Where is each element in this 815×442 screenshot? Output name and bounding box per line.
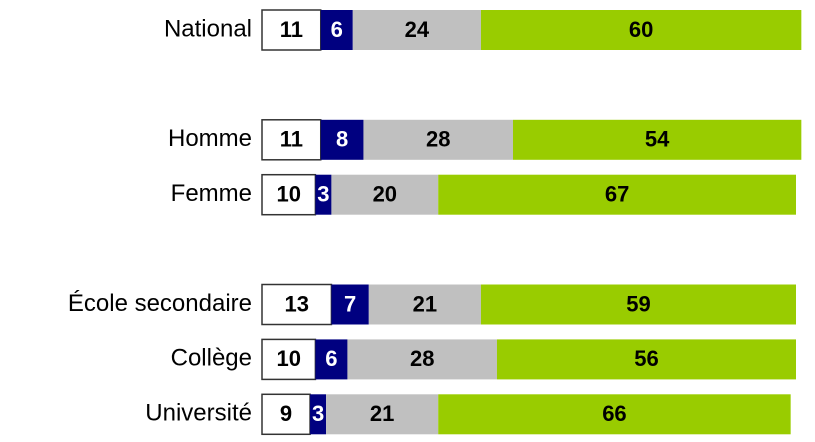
category-label: National: [164, 15, 252, 42]
category-label: Université: [145, 400, 252, 427]
value-label: 6: [331, 17, 343, 42]
value-label: 3: [317, 182, 329, 207]
bar-segment: [438, 394, 791, 435]
bar-segment: [310, 394, 327, 435]
bar-segment: [320, 10, 353, 50]
value-label: 8: [336, 127, 348, 152]
category-label: École secondaire: [68, 290, 252, 317]
bar-segment: [331, 174, 439, 215]
bar-segment: [261, 283, 333, 326]
value-label: 3: [312, 401, 324, 426]
bar-segment: [480, 284, 796, 325]
value-label: 20: [373, 182, 397, 207]
bar-segment: [261, 9, 322, 51]
value-label: 67: [605, 182, 629, 207]
bar-segment: [480, 10, 802, 50]
category-label: Femme: [171, 180, 252, 207]
value-label: 21: [413, 291, 437, 316]
bar-segment: [438, 174, 796, 215]
value-label: 28: [426, 127, 450, 152]
bar-segment: [326, 394, 439, 435]
value-label: 6: [325, 346, 337, 371]
bar-segment: [315, 339, 348, 380]
bar-segment: [368, 284, 481, 325]
bar-segment: [261, 338, 317, 381]
value-label: 9: [280, 401, 292, 426]
bar-segment: [363, 119, 513, 160]
category-label: Homme: [168, 125, 252, 152]
value-label: 28: [410, 346, 434, 371]
value-label: 13: [284, 291, 308, 316]
value-label: 7: [344, 291, 356, 316]
value-label: 10: [276, 346, 300, 371]
bar-segment: [496, 339, 796, 380]
bar-segment: [261, 119, 322, 161]
bar-segment: [315, 174, 332, 215]
bar-segment: [512, 119, 802, 160]
value-label: 54: [645, 127, 670, 152]
bar-segment: [347, 339, 497, 380]
value-label: 60: [629, 17, 653, 42]
value-label: 56: [634, 346, 658, 371]
value-label: 24: [405, 17, 430, 42]
value-label: 21: [370, 401, 394, 426]
value-label: 66: [602, 401, 626, 426]
value-label: 11: [280, 17, 303, 42]
value-label: 10: [276, 182, 300, 207]
value-label: 59: [626, 291, 650, 316]
bar-segment: [352, 10, 481, 50]
value-label: 11: [280, 127, 303, 152]
bar-segment: [320, 119, 364, 160]
category-label: Collège: [171, 345, 252, 372]
bar-segment: [331, 284, 369, 325]
